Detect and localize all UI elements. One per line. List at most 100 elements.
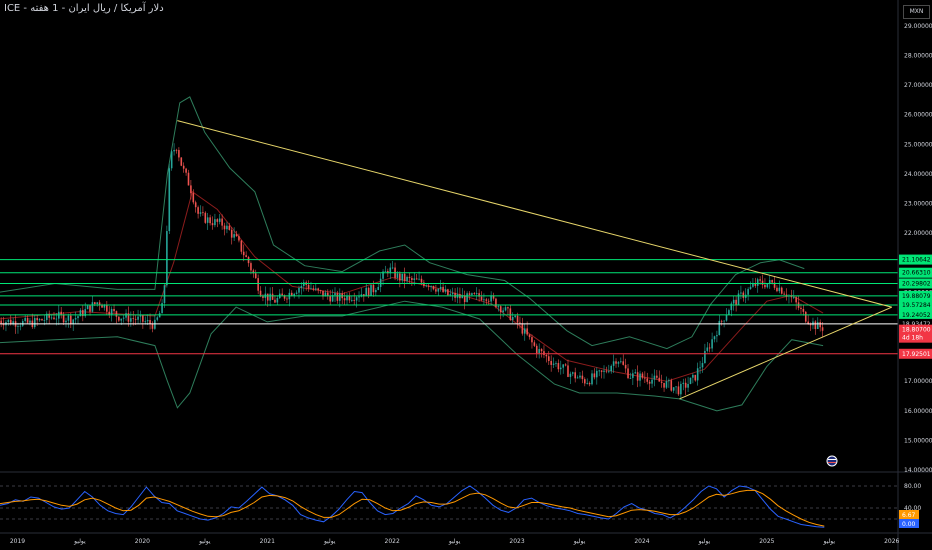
candle-body — [161, 303, 163, 314]
candle-body — [543, 351, 545, 355]
candle-body — [495, 298, 497, 308]
candle-body — [574, 372, 576, 379]
price-tick-label: 24.00000 — [904, 171, 932, 178]
candle-body — [692, 374, 694, 378]
time-tick-label: یولیو — [573, 538, 586, 545]
candle-body — [43, 320, 46, 321]
candle-body — [19, 325, 22, 327]
candle-body — [564, 364, 567, 366]
candle-body — [214, 219, 216, 226]
horizontal-levels[interactable] — [0, 259, 898, 355]
price-axis[interactable]: 29.00000 28.00000 27.00000 26.00000 25.00000… — [897, 0, 932, 550]
time-tick-label: یولیو — [823, 538, 836, 545]
candle-body — [84, 309, 87, 317]
candle-body — [670, 380, 673, 391]
candle-body — [151, 323, 154, 329]
candle-body — [250, 263, 252, 271]
candle-body — [173, 149, 175, 152]
candle-body — [800, 307, 802, 309]
candle-body — [567, 365, 569, 377]
candle-body — [218, 218, 221, 222]
candle-body — [552, 363, 555, 365]
candle-body — [252, 270, 255, 274]
candle-body — [240, 240, 243, 252]
candle-body — [55, 318, 58, 320]
candle-body — [485, 299, 488, 301]
candle-body — [559, 367, 562, 370]
candle-body — [778, 287, 781, 292]
candle-body — [170, 151, 173, 169]
candle-body — [194, 202, 197, 208]
candle-body — [283, 295, 286, 299]
candle-body — [233, 234, 235, 238]
candle-body — [624, 364, 627, 369]
candle-body — [608, 371, 610, 373]
time-tick-label: یولیو — [198, 538, 211, 545]
candle-body — [399, 273, 401, 281]
candle-body — [535, 345, 538, 354]
candle-body — [617, 362, 620, 364]
candle-body — [175, 149, 178, 151]
time-tick-label: 2026 — [884, 538, 899, 545]
last-price-tag — [899, 324, 932, 343]
candle-body — [108, 311, 111, 315]
candle-body — [197, 207, 199, 214]
candle-body — [708, 347, 711, 349]
candle-body — [403, 273, 406, 281]
candle-body — [492, 295, 495, 299]
candle-body — [122, 317, 125, 319]
price-tick-label: 29.00000 — [904, 23, 932, 30]
candle-body — [725, 314, 728, 321]
level-price-tag — [899, 299, 932, 310]
candle-body — [509, 308, 512, 321]
time-axis[interactable]: 2019 یولیو 2020 یولیو 2021 یولیو 2022 یولیو 2023… — [0, 532, 932, 545]
candle-body — [735, 299, 737, 305]
candle-body — [528, 334, 531, 338]
candle-body — [804, 311, 807, 322]
candle-body — [60, 311, 62, 315]
candle-body — [711, 339, 713, 349]
price-tick-label: 16.00000 — [904, 408, 932, 415]
candle-body — [732, 299, 735, 304]
time-tick-label: یولیو — [73, 538, 86, 545]
currency-selector[interactable]: MXN — [903, 5, 930, 19]
candle-body — [519, 322, 521, 324]
candle-body — [70, 315, 72, 324]
candle-body — [149, 320, 151, 324]
candle-body — [430, 286, 432, 287]
candle-body — [415, 278, 418, 280]
candle-body — [346, 295, 348, 301]
candle-body — [0, 320, 2, 324]
candle-body — [180, 157, 183, 166]
candle-body — [531, 337, 533, 343]
us-flag-icon[interactable] — [826, 455, 838, 467]
candle-body — [36, 318, 38, 321]
rsi-value-tag — [899, 519, 919, 528]
time-tick-label: 2021 — [260, 538, 275, 545]
candle-body — [118, 316, 120, 321]
candle-body — [555, 363, 557, 364]
candle-body — [749, 286, 752, 290]
candle-body — [190, 185, 192, 194]
candle-body — [230, 229, 233, 238]
candle-body — [353, 299, 356, 301]
trendlines[interactable] — [177, 120, 892, 400]
candle-body — [634, 372, 637, 374]
candle-body — [497, 306, 500, 308]
candle-body — [74, 318, 77, 320]
candle-body — [792, 297, 795, 299]
candle-body — [53, 317, 55, 320]
candle-body — [276, 298, 279, 303]
candle-body — [45, 313, 48, 321]
candle-body — [223, 225, 226, 230]
candle-body — [439, 286, 442, 289]
candle-body — [682, 382, 685, 384]
candle-body — [62, 314, 65, 323]
candle-body — [514, 315, 516, 318]
candle-body — [596, 370, 598, 378]
candle-body — [91, 302, 94, 312]
candle-body — [677, 386, 680, 395]
level-price-tag — [899, 348, 932, 359]
candle-body — [771, 280, 773, 283]
